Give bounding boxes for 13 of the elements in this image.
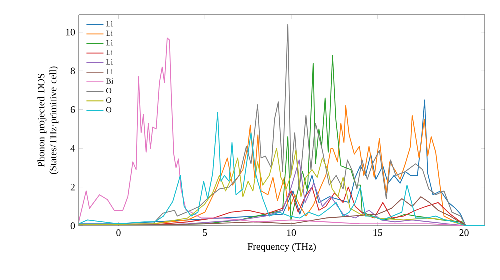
x-axis-title: Frequency (THz) [248,243,316,252]
x-tick-label: 5 [203,230,208,236]
x-tick-label: 10 [287,230,296,236]
y-tick-label: 4 [70,145,76,152]
x-tick-label: 15 [374,230,382,236]
y-axis-title: Phonon projected DOS (States/THz·primitive cell) [38,66,59,174]
y-tick-label: 6 [70,106,76,114]
y-tick-label: 8 [70,68,76,74]
y-tick-label: 10 [66,29,76,36]
x-tick-label: 0 [116,230,121,236]
y-tick-label: 2 [70,184,75,191]
y-tick-label: 0 [70,222,76,230]
x-tick-label: 20 [460,230,469,236]
